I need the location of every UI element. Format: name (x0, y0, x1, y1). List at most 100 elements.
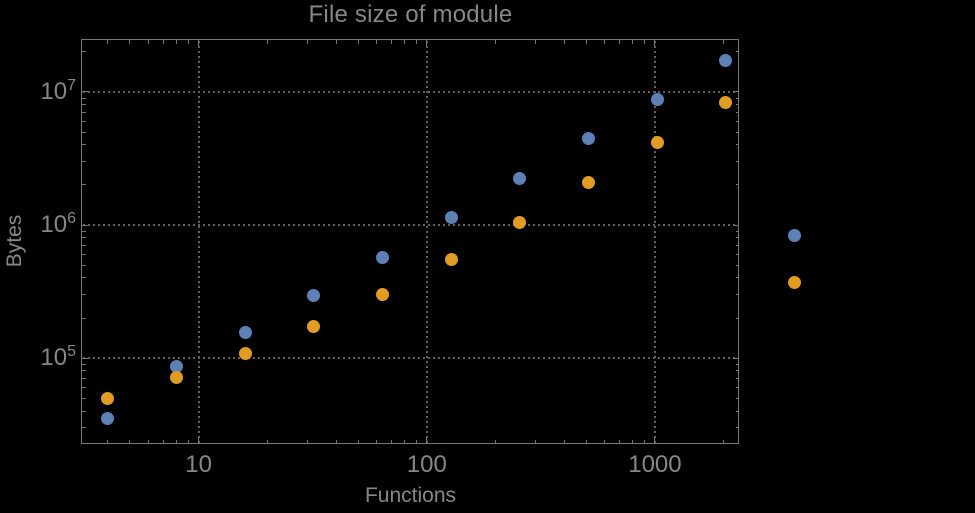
x-tick (619, 40, 621, 44)
y-tick (82, 254, 86, 256)
y-tick (733, 91, 739, 93)
x-tick (266, 40, 268, 44)
x-tick (404, 439, 406, 443)
x-tick (723, 439, 725, 443)
x-tick (603, 40, 605, 44)
y-tick (82, 184, 86, 186)
y-tick (735, 51, 739, 53)
x-tick (335, 40, 337, 44)
data-point-blue (170, 359, 184, 373)
y-tick (735, 363, 739, 365)
x-tick (176, 439, 178, 443)
y-tick (735, 378, 739, 380)
x-tick (415, 439, 417, 443)
y-tick-label: 105 (40, 343, 76, 372)
y-gridline (83, 357, 738, 360)
data-point-orange (582, 176, 596, 190)
y-tick-label: 107 (40, 76, 76, 105)
x-tick (187, 40, 189, 44)
x-tick (723, 40, 725, 44)
y-tick (735, 254, 739, 256)
data-point-orange (513, 216, 527, 230)
y-tick (735, 410, 739, 412)
data-point-blue (444, 211, 458, 225)
y-tick (735, 245, 739, 247)
y-tick (82, 91, 88, 93)
x-tick (426, 437, 428, 443)
y-tick (82, 224, 88, 226)
x-tick (375, 40, 377, 44)
y-tick (735, 104, 739, 106)
x-tick-label: 100 (406, 451, 447, 478)
y-tick (82, 104, 86, 106)
data-point-blue (238, 326, 252, 340)
x-tick (585, 439, 587, 443)
x-tick (390, 439, 392, 443)
data-point-orange (444, 252, 458, 266)
y-tick (82, 397, 86, 399)
y-tick (82, 387, 86, 389)
y-tick (82, 120, 86, 122)
y-tick (735, 97, 739, 99)
x-tick (266, 439, 268, 443)
y-tick (82, 294, 86, 296)
x-tick (306, 40, 308, 44)
x-axis-label: Functions (364, 484, 457, 507)
x-tick (426, 40, 428, 46)
y-tick (735, 264, 739, 266)
x-tick (198, 40, 200, 46)
x-tick (335, 439, 337, 443)
y-tick (735, 294, 739, 296)
y-tick (82, 277, 86, 279)
x-tick (654, 437, 656, 443)
x-tick (563, 439, 565, 443)
data-point-blue (582, 132, 596, 146)
y-tick (735, 184, 739, 186)
chart-title: File size of module (308, 1, 513, 28)
x-tick (494, 40, 496, 44)
x-tick (654, 40, 656, 46)
x-tick (494, 439, 496, 443)
y-gridline (83, 224, 738, 226)
y-tick (735, 427, 739, 429)
y-tick (735, 237, 739, 239)
x-tick (129, 439, 131, 443)
x-tick (535, 439, 537, 443)
x-gridline (653, 41, 656, 443)
x-tick (563, 40, 565, 44)
x-tick (643, 439, 645, 443)
y-tick (82, 370, 86, 372)
data-point-orange (719, 96, 733, 110)
data-point-orange (376, 288, 390, 302)
data-point-blue (101, 412, 115, 426)
x-tick (375, 439, 377, 443)
y-tick (82, 161, 86, 163)
data-point-blue (788, 228, 802, 242)
y-tick (82, 427, 86, 429)
x-tick (415, 40, 417, 44)
data-point-blue (376, 251, 390, 265)
x-tick (619, 439, 621, 443)
y-tick (733, 224, 739, 226)
y-tick (82, 378, 86, 380)
y-tick (82, 144, 86, 146)
x-tick (306, 439, 308, 443)
plot-frame (81, 39, 739, 444)
x-tick-label: 10 (185, 451, 212, 478)
x-tick-label: 1000 (628, 451, 682, 478)
y-tick (735, 317, 739, 319)
x-tick (535, 40, 537, 44)
y-tick (82, 131, 86, 133)
y-tick (735, 120, 739, 122)
data-point-blue (513, 172, 527, 186)
y-tick (82, 410, 86, 412)
data-point-orange (788, 276, 802, 290)
x-tick (162, 439, 164, 443)
x-tick (187, 439, 189, 443)
data-point-blue (719, 54, 733, 68)
x-tick (585, 40, 587, 44)
x-tick (643, 40, 645, 44)
data-point-orange (307, 319, 321, 333)
y-tick (82, 245, 86, 247)
